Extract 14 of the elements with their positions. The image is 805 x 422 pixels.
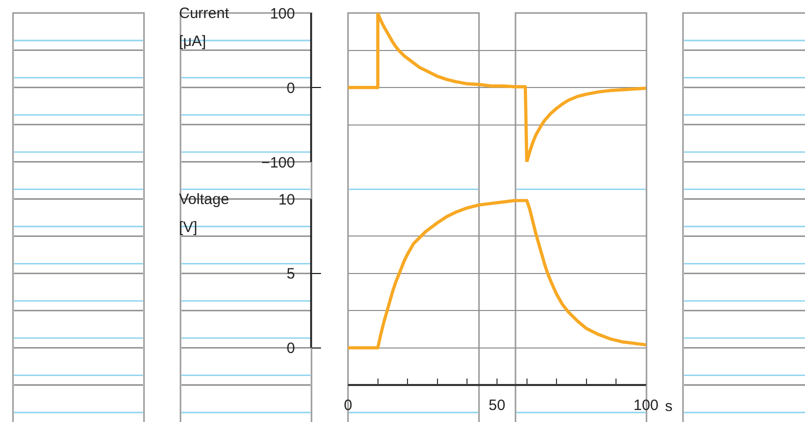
x-tick-label: 0: [344, 396, 352, 414]
y-axis-title: Voltage [V]: [179, 190, 230, 238]
y-tick-label: 100: [270, 5, 295, 22]
y-tick-label: 5: [286, 266, 295, 283]
x-tick-label: 50: [488, 396, 506, 414]
x-axis-title: s: [665, 398, 672, 415]
x-tick-label: 100: [633, 396, 659, 414]
y-tick-label: 0: [286, 80, 295, 97]
line-series: [348, 13, 646, 162]
y-tick-label: 10: [278, 191, 295, 208]
y-tick-label: −100: [261, 154, 295, 172]
y-tick-label: 0: [286, 340, 295, 358]
y-axis-title: Current [μA]: [179, 4, 230, 52]
line-series: [348, 199, 646, 350]
